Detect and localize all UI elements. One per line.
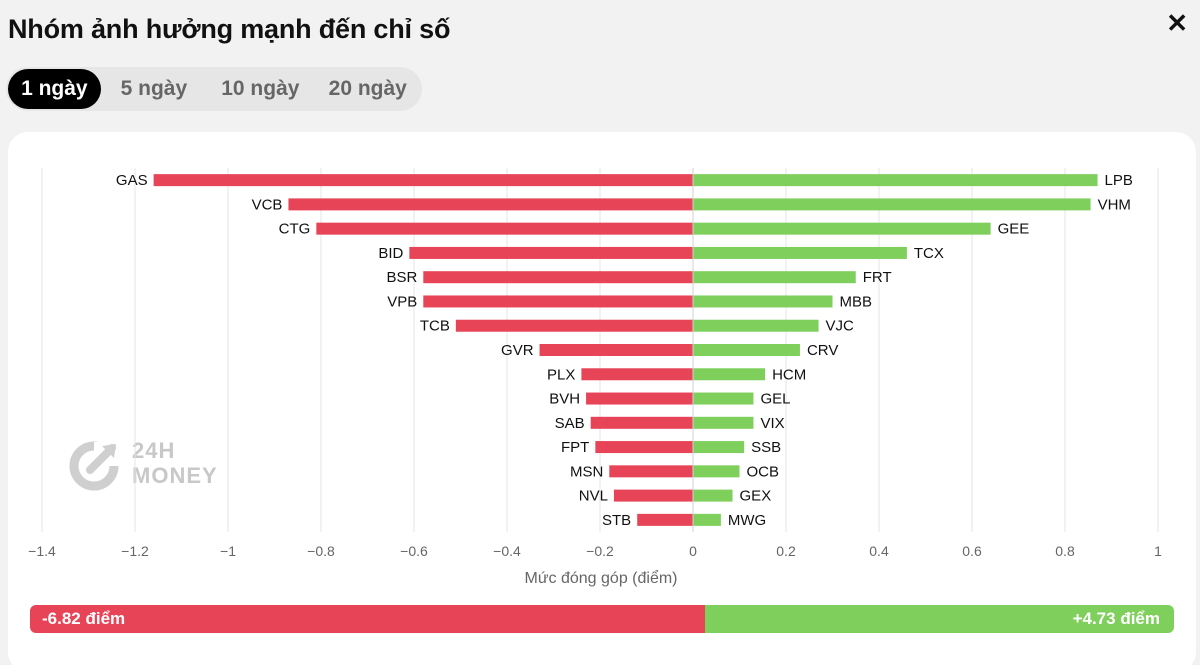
negative-bar: [581, 368, 693, 381]
negative-bar-label: GVR: [501, 342, 534, 359]
positive-bar: [693, 222, 991, 235]
negative-bar-label: BSR: [386, 269, 417, 286]
negative-bar-label: PLX: [547, 366, 575, 383]
contribution-bar-chart: −1.4 −1.2 −1 −0.8 −0.6 −0.4 −0.2 0 0.2 0.4 0.6 0.8 1…: [28, 168, 1162, 587]
positive-bar: [693, 344, 800, 356]
x-tick-label: −0.6: [400, 543, 428, 559]
negative-bar-label: STB: [602, 512, 631, 529]
positive-bar: [693, 392, 754, 405]
negative-bar: [613, 489, 693, 502]
positive-bar-label: GEX: [740, 488, 772, 505]
positive-bar-label: MBB: [840, 293, 873, 310]
x-tick-label: −1.2: [121, 543, 149, 559]
positive-bar-label: GEL: [760, 391, 790, 408]
positive-bar: [693, 198, 1091, 211]
negative-bar: [590, 416, 693, 429]
period-tabs: 1 ngày 5 ngày 10 ngày 20 ngày: [6, 67, 422, 111]
x-tick-label: −0.2: [586, 543, 614, 559]
positive-bar: [693, 319, 819, 332]
positive-bar-label: VIX: [760, 415, 784, 432]
page-title: Nhóm ảnh hưởng mạnh đến chỉ số: [8, 14, 451, 44]
positive-bar: [693, 246, 907, 259]
x-axis-title: Mức đóng góp (điểm): [525, 569, 678, 587]
positive-bar-label: VHM: [1098, 196, 1131, 213]
negative-bar-label: NVL: [579, 488, 608, 505]
negative-bar-label: VCB: [252, 196, 283, 213]
positive-bar: [693, 368, 766, 381]
negative-bar-label: BID: [378, 245, 403, 262]
negative-bar: [423, 271, 693, 284]
positive-bar-label: MWG: [728, 512, 766, 529]
x-tick-label: −1: [220, 543, 236, 559]
negative-bar: [409, 246, 693, 259]
negative-bar-label: MSN: [570, 463, 603, 480]
positive-bar: [693, 271, 856, 284]
negative-bar-label: TCB: [420, 318, 450, 335]
negative-bar-label: FPT: [561, 439, 589, 456]
x-tick-label: 1: [1154, 543, 1162, 559]
positive-bar-label: HCM: [772, 366, 806, 383]
positive-bar: [693, 416, 754, 429]
watermark-line2: MONEY: [132, 463, 218, 488]
positive-bar-label: LPB: [1105, 172, 1133, 189]
positive-bar-label: OCB: [747, 463, 780, 480]
negative-bar: [316, 222, 693, 235]
x-tick-label: 0.6: [962, 543, 982, 559]
negative-total-label: -6.82 điểm: [30, 605, 705, 633]
x-tick-label: 0.4: [869, 543, 889, 559]
positive-bar: [693, 174, 1098, 187]
positive-bar-label: SSB: [751, 439, 781, 456]
negative-bar: [637, 513, 693, 526]
positive-bar-label: TCX: [914, 245, 944, 262]
money-logo-icon: [69, 441, 120, 491]
negative-bar: [288, 198, 693, 211]
negative-bar-label: SAB: [555, 415, 585, 432]
positive-bar-label: GEE: [998, 221, 1030, 238]
x-tick-label: −1.4: [28, 543, 56, 559]
x-tick-label: 0.8: [1055, 543, 1075, 559]
x-tick-label: 0.2: [776, 543, 796, 559]
tab-10-days[interactable]: 10 ngày: [221, 77, 300, 100]
negative-bar: [455, 319, 693, 332]
close-icon[interactable]: ✕: [1166, 8, 1188, 38]
negative-bar-label: VPB: [387, 293, 417, 310]
negative-bar: [539, 344, 693, 356]
negative-bar: [586, 392, 693, 405]
positive-bar: [693, 465, 740, 478]
positive-bar: [693, 295, 833, 308]
tab-1-day[interactable]: 1 ngày: [8, 69, 101, 109]
positive-total-label: +4.73 điểm: [705, 605, 1174, 633]
watermark-text: 24H MONEY: [132, 438, 218, 488]
negative-bar: [153, 174, 694, 187]
positive-bar: [693, 513, 721, 526]
positive-bar: [693, 441, 745, 454]
negative-bar-label: BVH: [549, 391, 580, 408]
negative-bar-label: GAS: [116, 172, 148, 189]
negative-bar: [423, 295, 693, 308]
negative-bar: [595, 441, 693, 454]
watermark-line1: 24H: [132, 438, 176, 463]
x-tick-label: 0: [689, 543, 697, 559]
x-tick-label: −0.4: [493, 543, 521, 559]
positive-bar: [693, 489, 733, 502]
x-tick-label: −0.8: [307, 543, 335, 559]
tab-5-days[interactable]: 5 ngày: [120, 77, 188, 100]
positive-bar-label: CRV: [807, 342, 838, 359]
negative-bar: [609, 465, 693, 478]
summary-bar: -6.82 điểm +4.73 điểm: [30, 605, 1174, 633]
positive-bar-label: VJC: [826, 318, 855, 335]
tab-20-days[interactable]: 20 ngày: [328, 77, 407, 100]
negative-bar-label: CTG: [279, 221, 311, 238]
positive-bar-label: FRT: [863, 269, 892, 286]
